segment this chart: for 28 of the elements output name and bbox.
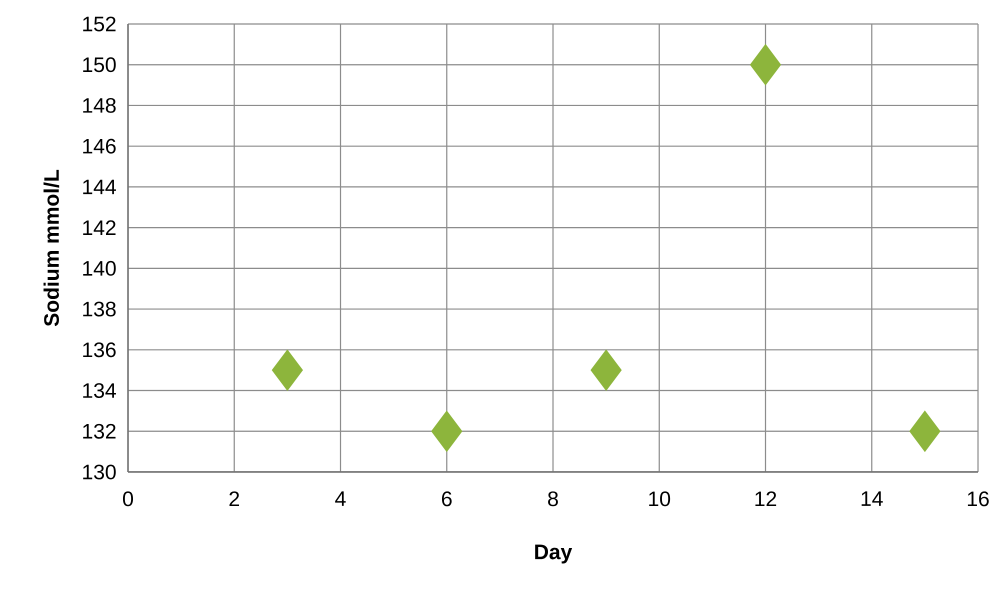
y-tick-label: 152 [83, 16, 116, 32]
y-tick-label: 140 [83, 260, 116, 276]
y-axis-title: Sodium mmol/L [44, 170, 60, 326]
x-tick-label: 16 [968, 491, 989, 506]
x-tick-label: 0 [122, 491, 134, 506]
point [431, 410, 462, 452]
x-tick-label: 6 [442, 491, 452, 506]
x-tick-label: 12 [755, 491, 776, 506]
point [590, 350, 622, 391]
x-tick-label: 8 [548, 491, 558, 506]
point [750, 44, 782, 86]
x-tick-label: 10 [649, 491, 670, 506]
x-axis-title: Day [535, 544, 572, 564]
y-tick-label: 138 [83, 302, 116, 317]
point [272, 350, 303, 391]
y-tick-label: 146 [83, 138, 116, 154]
y-tick-label: 134 [83, 383, 116, 398]
y-tick-label: 136 [83, 342, 116, 358]
y-tick-label: 150 [83, 57, 116, 72]
point [909, 410, 940, 452]
x-tick-label: 2 [229, 491, 240, 506]
y-tick-label: 148 [83, 98, 116, 113]
y-tick-label: 132 [83, 424, 116, 439]
y-tick-label: 142 [83, 220, 116, 235]
y-tick-label: 130 [83, 464, 116, 480]
x-tick-label: 14 [862, 491, 883, 506]
x-tick-label: 4 [335, 491, 346, 506]
y-tick-label: 144 [83, 180, 116, 194]
